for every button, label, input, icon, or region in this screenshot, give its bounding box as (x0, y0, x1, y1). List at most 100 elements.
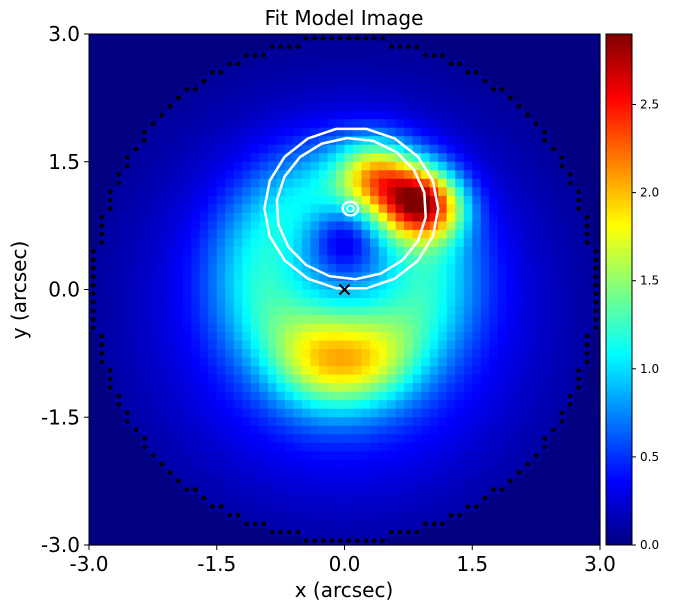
mask-boundary-dot (99, 231, 105, 237)
heatmap-cell (514, 391, 524, 401)
heatmap-cell (438, 502, 448, 512)
heatmap-cell (174, 170, 184, 180)
heatmap-cell (250, 204, 260, 214)
heatmap-cell (182, 434, 192, 444)
heatmap-cell (438, 442, 448, 452)
heatmap-cell (140, 510, 150, 521)
heatmap-cell (540, 144, 550, 154)
heatmap-cell (353, 434, 363, 444)
heatmap-cell (216, 144, 226, 154)
mask-boundary-dot (567, 172, 573, 177)
heatmap-cell (429, 127, 439, 137)
heatmap-cell (140, 323, 150, 333)
heatmap-cell (429, 332, 439, 342)
mask-boundary-dot (491, 487, 496, 493)
heatmap-cell (344, 323, 354, 333)
heatmap-cell (174, 221, 184, 231)
heatmap-cell (250, 187, 260, 197)
heatmap-cell (455, 417, 465, 427)
heatmap-cell (344, 502, 354, 512)
mask-boundary-dot (107, 197, 113, 203)
heatmap-cell (412, 289, 422, 299)
heatmap-cell (378, 425, 388, 435)
heatmap-cell (284, 502, 294, 512)
heatmap-cell (429, 153, 439, 163)
heatmap-cell (455, 127, 465, 137)
heatmap-cell (480, 527, 490, 538)
heatmap-cell (250, 485, 260, 495)
heatmap-cell (531, 493, 541, 504)
heatmap-cell (548, 536, 559, 546)
heatmap-cell (318, 374, 329, 384)
heatmap-cell (233, 493, 243, 504)
heatmap-cell (446, 102, 456, 112)
heatmap-cell (106, 42, 116, 52)
heatmap-cell (353, 170, 363, 180)
heatmap-cell (199, 102, 209, 112)
heatmap-cell (557, 306, 567, 316)
heatmap-cell (301, 289, 312, 299)
heatmap-cell (361, 468, 371, 478)
heatmap-cell (395, 315, 405, 325)
heatmap-cell (548, 238, 559, 248)
heatmap-cell (216, 306, 226, 316)
heatmap-cell (378, 468, 388, 478)
heatmap-cell (276, 425, 286, 435)
heatmap-cell (370, 408, 380, 418)
heatmap-cell (489, 178, 499, 188)
heatmap-cell (378, 170, 388, 180)
heatmap-cell (276, 459, 286, 469)
heatmap-cell (242, 212, 252, 222)
heatmap-cell (370, 170, 380, 180)
heatmap-cell (582, 144, 593, 154)
heatmap-cell (523, 68, 533, 78)
heatmap-cell (378, 323, 388, 333)
heatmap-cell (225, 42, 235, 52)
heatmap-cell (140, 425, 150, 435)
heatmap-cell (370, 298, 380, 308)
heatmap-cell (480, 263, 490, 274)
heatmap-cell (318, 178, 329, 188)
heatmap-cell (216, 451, 226, 461)
heatmap-cell (370, 212, 380, 222)
mask-boundary-dot (227, 61, 232, 67)
heatmap-cell (404, 391, 414, 401)
heatmap-cell (191, 349, 201, 359)
heatmap-cell (344, 212, 354, 222)
heatmap-cell (89, 119, 99, 129)
heatmap-cell (514, 349, 524, 359)
heatmap-cell (335, 144, 346, 154)
heatmap-cell (335, 170, 346, 180)
heatmap-cell (131, 391, 141, 401)
heatmap-cell (506, 391, 516, 401)
y-axis: -3.0-1.50.01.53.0 (41, 22, 89, 557)
heatmap-cell (574, 391, 584, 401)
heatmap-cell (455, 119, 465, 129)
heatmap-cell (267, 349, 277, 359)
heatmap-cell (174, 229, 184, 239)
heatmap-cell (276, 493, 286, 504)
heatmap-cell (472, 468, 482, 478)
heatmap-cell (310, 400, 320, 410)
heatmap-cell (472, 85, 482, 95)
mask-boundary-dot (184, 487, 190, 493)
heatmap-cell (565, 221, 576, 231)
heatmap-cell (284, 476, 294, 486)
heatmap-cell (591, 391, 601, 401)
heatmap-cell (506, 119, 516, 129)
heatmap-cell (131, 366, 141, 376)
heatmap-cell (531, 195, 541, 205)
heatmap-cell (387, 178, 397, 188)
heatmap-cell (574, 272, 584, 282)
heatmap-cell (497, 178, 507, 188)
heatmap-cell (318, 110, 329, 120)
heatmap-cell (387, 493, 397, 504)
heatmap-cell (199, 42, 209, 52)
mask-boundary-dot (491, 86, 496, 92)
heatmap-cell (421, 289, 431, 299)
heatmap-cell (540, 76, 550, 86)
heatmap-cell (148, 434, 158, 444)
heatmap-cell (514, 204, 524, 214)
heatmap-cell (242, 366, 252, 376)
heatmap-cell (174, 68, 184, 78)
